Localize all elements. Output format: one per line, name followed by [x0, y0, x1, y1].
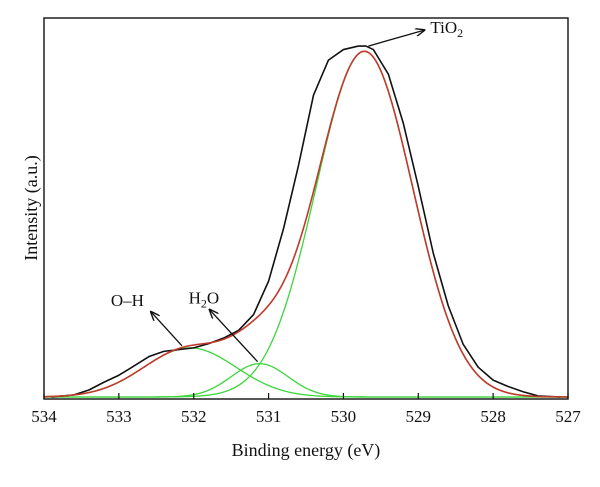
- x-tick-label: 529: [406, 407, 432, 426]
- x-tick-label: 533: [106, 407, 132, 426]
- raw-spectrum-line: [51, 45, 561, 398]
- x-tick-label: 531: [256, 407, 282, 426]
- x-axis-label: Binding energy (eV): [232, 440, 381, 461]
- h2o-arrow: [210, 310, 259, 363]
- oh-label: O–H: [111, 291, 144, 310]
- peak-annotations: TiO2 H2O O–H: [111, 18, 463, 363]
- oh-arrow: [151, 312, 183, 347]
- tio2-label: TiO2: [430, 18, 463, 40]
- x-tick-label: 528: [480, 407, 506, 426]
- x-tick-label: 532: [181, 407, 207, 426]
- x-tick-label: 527: [555, 407, 581, 426]
- component-peak-1: [44, 50, 568, 398]
- fitted-envelope-line: [43, 50, 568, 398]
- plot-content: [43, 45, 568, 398]
- y-axis-label: Intensity (a.u.): [21, 155, 42, 260]
- h2o-label: H2O: [189, 289, 220, 311]
- x-tick-label: 530: [331, 407, 357, 426]
- x-ticks: 534 533 532 531 530 529 528 527: [31, 393, 581, 426]
- x-tick-label: 534: [31, 407, 57, 426]
- plot-frame: [43, 17, 569, 400]
- tio2-arrow: [368, 30, 424, 47]
